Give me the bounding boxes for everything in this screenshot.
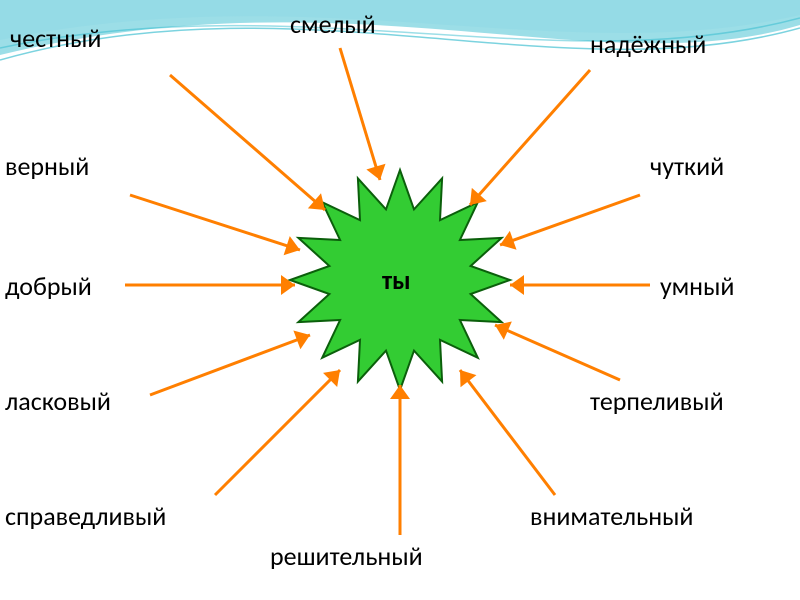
trait-label: смелый (290, 8, 376, 40)
trait-label: внимательный (530, 500, 693, 532)
trait-label: терпеливый (590, 385, 724, 417)
trait-label: верный (5, 150, 89, 182)
trait-label: ласковый (5, 385, 111, 417)
trait-label: чуткий (650, 150, 724, 182)
trait-label: умный (660, 270, 734, 302)
trait-label: добрый (5, 270, 92, 302)
trait-label: честный (10, 22, 101, 54)
trait-label: надёжный (590, 28, 706, 60)
center-label: ты (382, 264, 411, 296)
trait-label: справедливый (5, 500, 166, 532)
trait-label: решительный (270, 540, 423, 572)
